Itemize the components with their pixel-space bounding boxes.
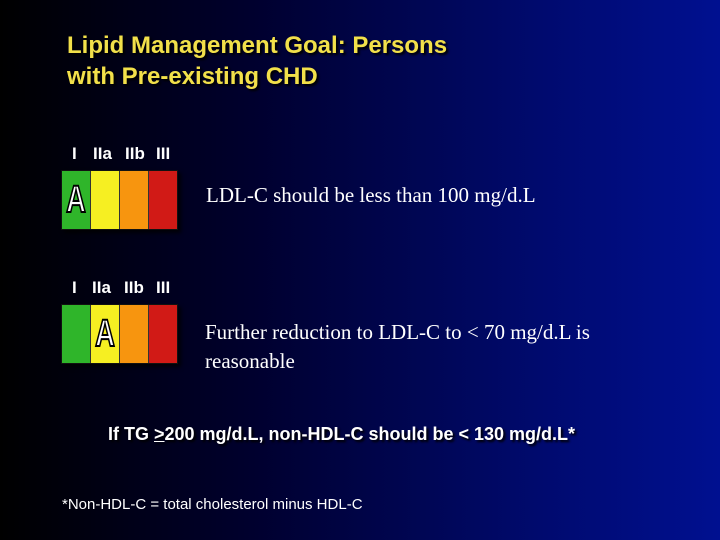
class-segment-IIa: A	[91, 305, 120, 363]
class-bar-2: A	[61, 304, 178, 364]
class-bar-1: A	[61, 170, 178, 230]
class-labels-row-1: I IIa IIb III	[60, 144, 190, 166]
class-segment-IIb	[120, 171, 149, 229]
tg-statement-prefix: If TG	[108, 424, 154, 444]
class-label-I: I	[72, 144, 77, 163]
class-segment-III	[149, 305, 177, 363]
class-segment-IIb	[120, 305, 149, 363]
evidence-level-letter: A	[65, 178, 86, 222]
tg-statement-suffix: 200 mg/d.L, non-HDL-C should be < 130 mg…	[164, 424, 576, 444]
class-label-IIa: IIa	[93, 144, 112, 163]
class-label-I: I	[72, 278, 77, 297]
class-segment-III	[149, 171, 177, 229]
class-segment-I: A	[62, 171, 91, 229]
footnote: *Non-HDL-C = total cholesterol minus HDL…	[62, 496, 363, 513]
recommendation-text-2: Further reduction to LDL-C to < 70 mg/d.…	[205, 318, 590, 376]
class-segment-IIa	[91, 171, 120, 229]
class-label-IIb: IIb	[125, 144, 145, 163]
class-label-IIa: IIa	[92, 278, 111, 297]
recommendation-text-1-content: LDL-C should be less than 100 mg/d.L	[206, 183, 536, 207]
slide-title: Lipid Management Goal: Persons with Pre-…	[67, 30, 627, 92]
recommendation-text-2-line-2: reasonable	[205, 349, 295, 373]
slide-title-line-1: Lipid Management Goal: Persons	[67, 32, 448, 59]
class-labels-row-2: I IIa IIb III	[60, 278, 190, 300]
recommendation-text-2-line-1: Further reduction to LDL-C to < 70 mg/d.…	[205, 320, 590, 344]
evidence-level-letter: A	[94, 312, 115, 356]
recommendation-text-1: LDL-C should be less than 100 mg/d.L	[206, 181, 536, 210]
class-label-IIb: IIb	[124, 278, 144, 297]
tg-statement-symbol: >	[154, 424, 165, 444]
slide-title-line-2: with Pre-existing CHD	[67, 63, 318, 90]
class-label-III: III	[156, 278, 171, 297]
tg-statement: If TG >200 mg/d.L, non-HDL-C should be <…	[108, 424, 575, 445]
class-label-III: III	[156, 144, 171, 163]
class-segment-I	[62, 305, 91, 363]
